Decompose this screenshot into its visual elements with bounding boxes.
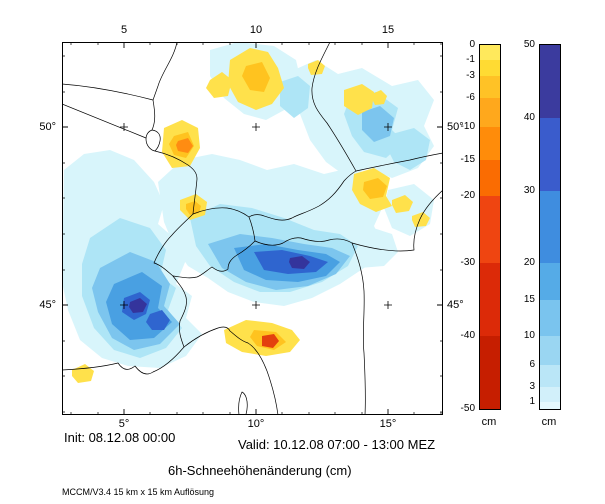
colorbar-negative [479, 44, 501, 410]
model-info-label: MCCM/V3.4 15 km x 15 km Auflösung [62, 487, 215, 497]
colorbar-segment [480, 160, 500, 197]
colorbar-tick-label: -1 [466, 53, 475, 65]
country-borders [62, 42, 443, 415]
y-axis-tick-right: 45° [447, 299, 464, 311]
colorbar-segment [480, 262, 500, 336]
colorbar-tick-label: -3 [466, 69, 475, 81]
x-axis-tick-top: 5 [120, 24, 128, 36]
colorbar-segment [540, 117, 560, 191]
colorbar-segment [540, 365, 560, 388]
colorbar-tick-label: 30 [523, 184, 535, 196]
colorbar-tick-label: 0 [469, 39, 475, 50]
colorbar-negative-unit: cm [481, 416, 497, 428]
colorbar-segment [480, 127, 500, 161]
colorbar-segment [480, 75, 500, 99]
colorbar-tick-label: -15 [460, 154, 475, 166]
colorbar-tick-label: -40 [460, 329, 475, 341]
colorbar-tick-label: 6 [529, 359, 535, 371]
colorbar-positive-unit: cm [541, 416, 557, 428]
colorbar-tick-label: -20 [460, 190, 475, 202]
colorbar-segment [480, 335, 500, 409]
y-axis-tick-left: 45° [39, 299, 56, 311]
colorbar-segment [540, 45, 560, 118]
colorbar-tick-label: 3 [529, 381, 535, 393]
colorbar-tick-label: 20 [523, 257, 535, 269]
colorbar-tick-label: -6 [466, 92, 475, 104]
colorbar-tick-label: -10 [460, 121, 475, 133]
colorbar-segment [480, 196, 500, 263]
x-axis-tick-top: 10 [249, 24, 263, 36]
y-axis-tick-left: 50° [39, 121, 56, 133]
x-axis-tick-bottom: 5° [118, 418, 130, 430]
colorbar-segment [540, 263, 560, 300]
colorbar-tick-label: -30 [460, 256, 475, 268]
map-svg [62, 42, 443, 415]
colorbar-tick-label: 15 [523, 293, 535, 305]
colorbar-segment [540, 401, 560, 409]
colorbar-tick-label: 10 [523, 330, 535, 342]
y-axis-tick-right: 50° [447, 121, 464, 133]
colorbar-segment [480, 98, 500, 128]
x-axis-tick-bottom: 15° [379, 418, 397, 430]
x-axis-tick-top: 15 [381, 24, 395, 36]
init-time-label: Init: 08.12.08 00:00 [64, 430, 176, 445]
colorbar-segment [540, 190, 560, 264]
colorbar-tick-label: 50 [523, 39, 535, 50]
colorbar-positive [539, 44, 561, 410]
colorbar-tick-label: 40 [523, 111, 535, 123]
colorbar-tick-label: -50 [460, 403, 475, 414]
colorbar-segment [480, 59, 500, 76]
graticule-marks [120, 123, 392, 309]
colorbar-tick-label: 1 [529, 395, 535, 407]
colorbar-segment [540, 336, 560, 366]
snow-decrease-areas [72, 48, 430, 383]
x-axis-tick-bottom: 10° [247, 418, 265, 430]
colorbar-segment [540, 299, 560, 337]
plot-title: 6h-Schneehöhenänderung (cm) [168, 463, 352, 478]
valid-time-label: Valid: 10.12.08 07:00 - 13:00 MEZ [238, 437, 436, 452]
map-frame [62, 42, 443, 415]
colorbar-segment [480, 45, 500, 60]
colorbar-segment [540, 387, 560, 402]
